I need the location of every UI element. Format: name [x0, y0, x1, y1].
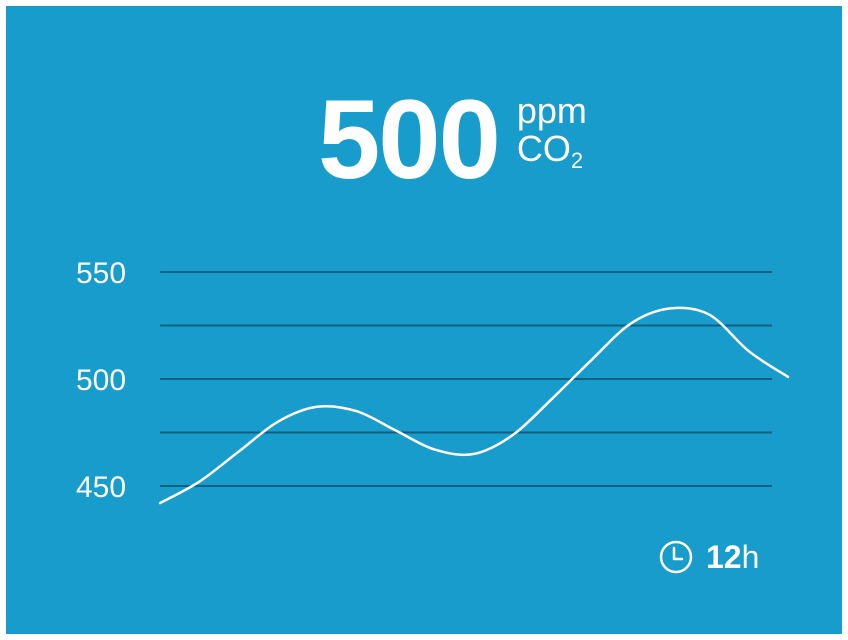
co2-line-chart: 450 500 550	[76, 257, 790, 505]
gas-label: CO2	[516, 127, 587, 173]
chart-series	[158, 306, 790, 505]
co2-units: ppm CO2	[517, 92, 587, 172]
co2-value: 500	[318, 77, 501, 202]
gas-label-subscript: 2	[570, 147, 584, 173]
time-range-label: 12h	[706, 541, 759, 573]
time-range-number: 12	[706, 539, 742, 575]
y-axis-tick-labels: 450 500 550	[76, 257, 126, 504]
gas-label-main: CO	[516, 127, 571, 169]
time-range-unit: h	[741, 539, 760, 575]
co2-reading: 500 ppm CO2	[318, 84, 587, 196]
co2-series-line	[158, 306, 790, 505]
unit-label: ppm	[516, 90, 587, 131]
y-tick-label: 500	[76, 364, 126, 397]
y-tick-label: 550	[76, 257, 126, 290]
co2-widget: 500 ppm CO2 450 500 550 12h	[6, 6, 842, 634]
clock-icon	[659, 540, 693, 574]
time-range-selector[interactable]: 12h	[658, 539, 759, 575]
y-tick-label: 450	[76, 471, 126, 504]
